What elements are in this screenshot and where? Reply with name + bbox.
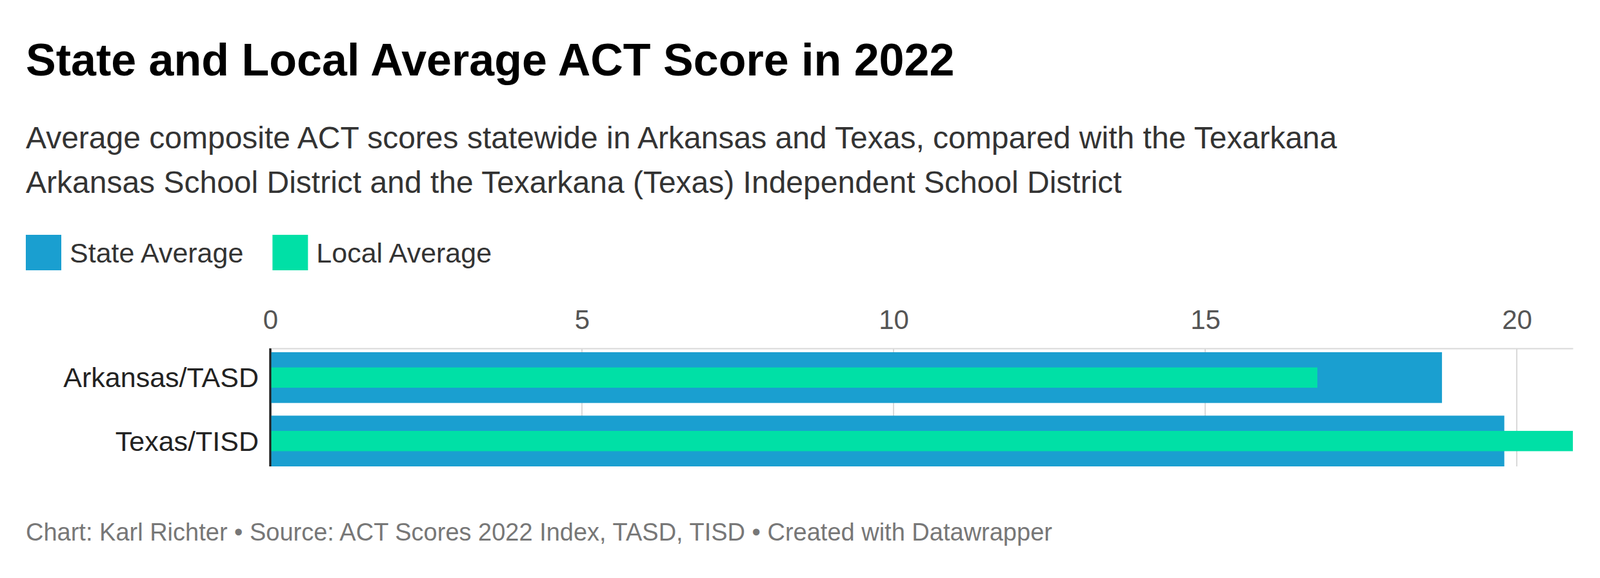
category-label: Arkansas/TASD (63, 361, 259, 393)
subtitle: Average composite ACT scores statewide i… (25, 120, 1338, 155)
axis-line (270, 348, 1574, 350)
title: State and Local Average ACT Score in 202… (25, 34, 955, 86)
tick-label: 15 (1190, 304, 1221, 335)
legend-label: Local Average (316, 237, 492, 269)
tick-label: 20 (1501, 304, 1533, 335)
category-label: Texas/TISD (115, 425, 259, 457)
subtitle: Arkansas School District and the Texarka… (25, 165, 1122, 200)
source: Chart: Karl Richter • Source: ACT Scores… (25, 518, 1053, 546)
bar (270, 367, 1318, 388)
legend-swatch (25, 234, 62, 271)
bar (270, 352, 1442, 404)
zero-line (269, 348, 272, 467)
tick-label: 0 (263, 304, 279, 335)
tick-label: 10 (878, 304, 910, 335)
bars (270, 352, 1573, 467)
legend-item: State Average (25, 234, 244, 271)
bar (270, 430, 1573, 451)
tick: 5 (574, 304, 590, 349)
tick-label: 5 (574, 304, 590, 335)
legend-label: State Average (69, 237, 244, 269)
x-axis: 0 5 10 15 20 (263, 304, 1574, 350)
zero-line (269, 348, 272, 467)
tick: 15 (1190, 304, 1221, 349)
chart: State and Local Average ACT Score in 202… (0, 0, 1600, 578)
tick: 10 (878, 304, 910, 349)
tick: 0 (263, 304, 279, 349)
legend-item: Local Average (272, 234, 492, 271)
legend-swatch (272, 234, 308, 271)
tick: 20 (1501, 304, 1533, 349)
